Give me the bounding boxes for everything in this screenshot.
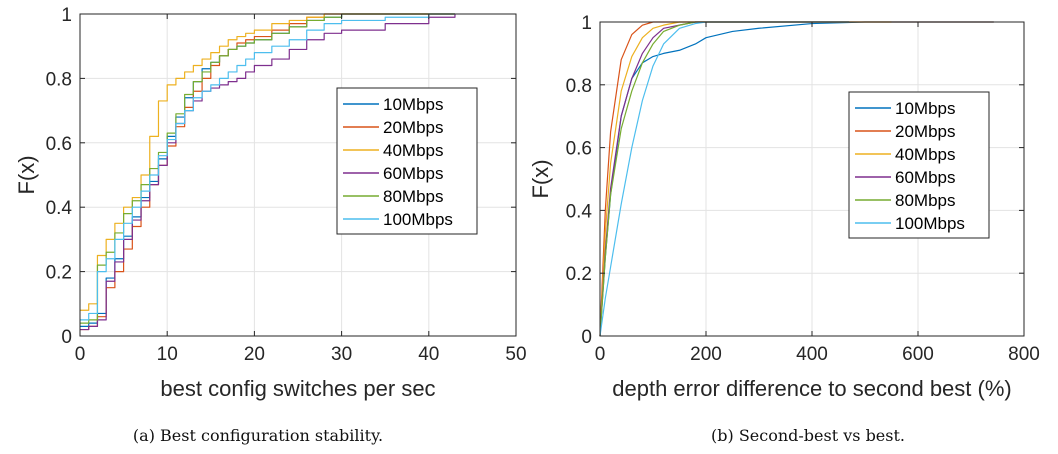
y-tick-label: 0.2 (46, 263, 72, 284)
x-axis-label: depth error difference to second best (%… (612, 376, 1011, 401)
x-tick-label: 10 (157, 344, 178, 365)
x-tick-label: 0 (595, 344, 606, 365)
series-line-80Mbps (80, 13, 455, 324)
legend-label: 100Mbps (895, 214, 965, 233)
chart-a: 0 10 20 30 40 50 0 0.2 0.4 0.6 0.8 1 best config swi… (14, 5, 527, 401)
legend-box (336, 87, 478, 235)
x-tick-label: 30 (331, 344, 352, 365)
legend-label: 80Mbps (895, 191, 955, 210)
x-tick-label: 20 (244, 344, 265, 365)
x-tick-label: 400 (796, 344, 828, 365)
x-tick-label: 800 (1008, 344, 1040, 365)
legend-label: 80Mbps (383, 187, 443, 206)
x-tick-label: 40 (418, 344, 439, 365)
caption-b: (b) Second-best vs best. (711, 426, 905, 445)
y-tick-label: 1 (61, 5, 72, 26)
legend-label: 20Mbps (383, 118, 443, 137)
y-tick-label: 0 (581, 327, 592, 348)
chart-b: 0 200 400 600 800 0 0.2 0.4 0.6 0.8 1 depth error d… (528, 13, 1040, 401)
y-tick-label: 1 (581, 13, 592, 34)
y-tick-label: 0.6 (566, 139, 592, 160)
y-tick-label: 0.8 (566, 76, 592, 97)
y-tick-label: 0.8 (46, 69, 72, 90)
x-axis-label: best config switches per sec (160, 376, 435, 401)
x-tick-label: 0 (75, 344, 86, 365)
y-tick-label: 0 (61, 327, 72, 348)
legend-label: 10Mbps (895, 99, 955, 118)
y-tick-label: 0.6 (46, 134, 72, 155)
series-line-40Mbps (599, 21, 892, 337)
legend-label: 60Mbps (895, 168, 955, 187)
plot-frame (79, 13, 517, 337)
caption-a: (a) Best configuration stability. (133, 426, 383, 445)
y-tick-label: 0.4 (566, 201, 593, 222)
x-tick-label: 600 (902, 344, 934, 365)
legend-label: 100Mbps (383, 210, 453, 229)
series-line-100Mbps (80, 13, 455, 321)
x-tick-label: 200 (690, 344, 722, 365)
legend-label: 60Mbps (383, 164, 443, 183)
legend-box (848, 91, 990, 239)
legend-label: 10Mbps (383, 95, 443, 114)
series-line-40Mbps (80, 13, 455, 311)
x-tick-label: 50 (505, 344, 526, 365)
y-axis-label: F(x) (14, 155, 39, 194)
y-tick-label: 0.4 (46, 198, 73, 219)
y-tick-label: 0.2 (566, 264, 592, 285)
legend-label: 20Mbps (895, 122, 955, 141)
legend-label: 40Mbps (383, 141, 443, 160)
legend-label: 40Mbps (895, 145, 955, 164)
y-axis-label: F(x) (528, 159, 553, 198)
